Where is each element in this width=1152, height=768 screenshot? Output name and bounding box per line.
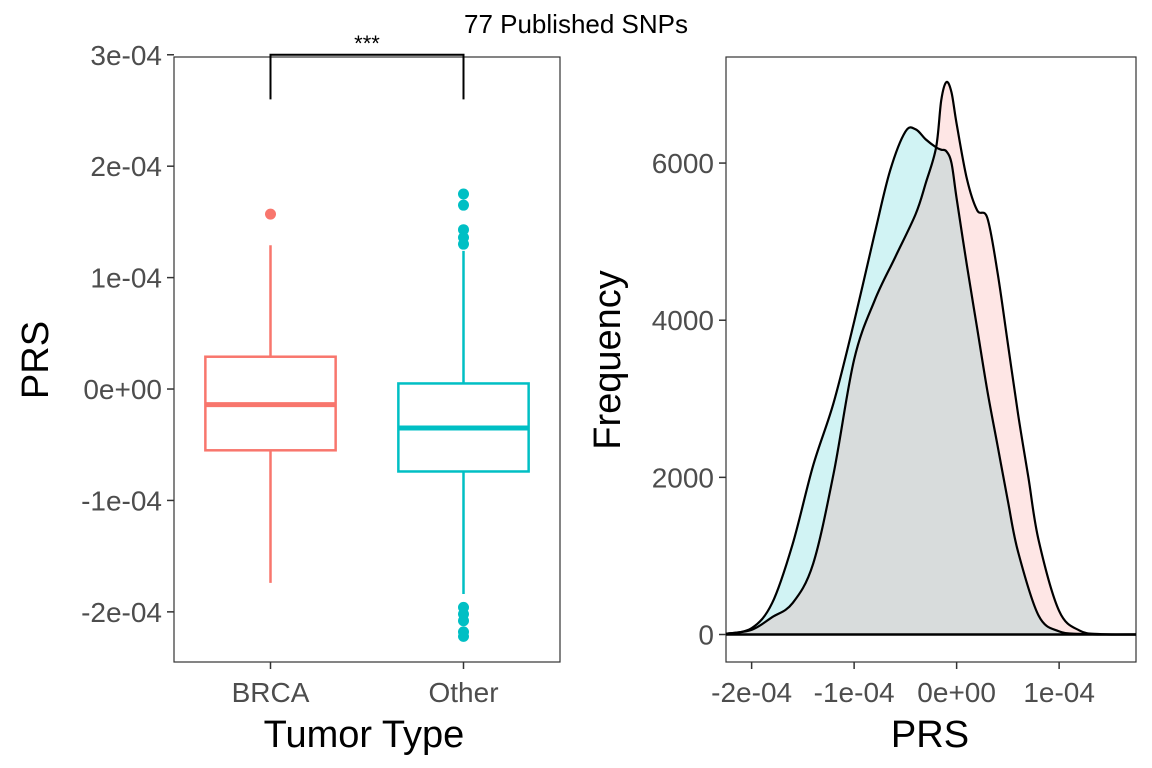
boxplot-x-tick-label: Other — [428, 677, 498, 708]
density-y-axis-title: Frequency — [587, 270, 629, 450]
density-y-axis: 0 2000 4000 6000 — [652, 148, 726, 651]
box-outlier-point — [458, 630, 469, 642]
density-x-tick-label: 0e+00 — [917, 677, 996, 708]
box-outlier-point — [458, 188, 469, 200]
figure-title: 77 Published SNPs — [464, 9, 688, 39]
boxplot-y-tick-label: 3e-04 — [90, 40, 162, 71]
density-x-axis: -2e-04 -1e-04 0e+00 1e-04 — [711, 662, 1095, 708]
density-y-tick-label: 2000 — [652, 462, 714, 493]
density-line-0 — [725, 126, 1137, 636]
boxplot-y-tick-label: 2e-04 — [90, 151, 162, 182]
boxplot-y-axis: -2e-04 -1e-04 0e+00 1e-04 2e-04 3e-04 — [81, 40, 174, 628]
boxplot-marks: *** — [204, 31, 530, 642]
significance-bracket-line — [269, 53, 465, 100]
significance-label: *** — [354, 31, 380, 56]
density-y-tick-label: 0 — [698, 620, 714, 651]
density-x-tick-label: -1e-04 — [814, 677, 895, 708]
boxplot-x-axis-title: Tumor Type — [264, 714, 465, 756]
box-outlier-point — [458, 615, 469, 627]
box-outlier-point — [458, 199, 469, 211]
boxplot-panel: *** -2e-04 -1e-04 0e+00 1e-04 2e-04 3e-04 BRC… — [15, 31, 561, 756]
density-x-tick-label: -2e-04 — [711, 677, 792, 708]
box-outlier-point — [458, 224, 469, 236]
density-panel: 0 2000 4000 6000 -2e-04 -1e-04 0e+00 1e-04 PRS… — [587, 56, 1137, 756]
boxplot-y-tick-label: -1e-04 — [81, 485, 162, 516]
box-outlier-point — [458, 238, 469, 250]
density-area-1 — [726, 81, 1136, 635]
boxplot-y-axis-title: PRS — [15, 321, 57, 399]
box-brca — [204, 208, 337, 583]
density-line-1 — [725, 80, 1137, 636]
density-plot-area — [725, 56, 1137, 663]
boxplot-y-tick-label: -2e-04 — [81, 597, 162, 628]
boxplot-x-axis: BRCA Other — [232, 662, 499, 708]
density-y-tick-label: 6000 — [652, 148, 714, 179]
boxplot-x-tick-label: BRCA — [232, 677, 310, 708]
significance-bracket: *** — [269, 31, 465, 100]
boxplot-y-tick-label: 1e-04 — [90, 263, 162, 294]
density-marks — [725, 80, 1137, 636]
density-x-tick-label: 1e-04 — [1023, 677, 1095, 708]
density-area-0 — [726, 127, 1136, 635]
density-y-tick-label: 4000 — [652, 305, 714, 336]
boxplot-y-tick-label: 0e+00 — [83, 374, 162, 405]
box-outlier-point — [265, 208, 276, 220]
box-other — [397, 188, 530, 642]
density-x-axis-title: PRS — [891, 714, 969, 756]
